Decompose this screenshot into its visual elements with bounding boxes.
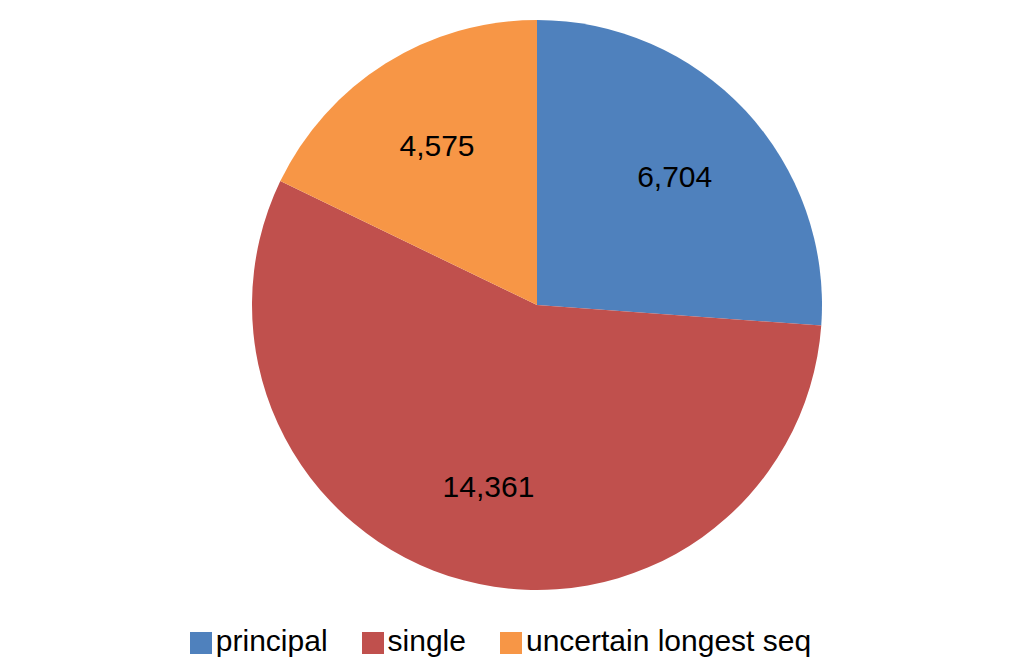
svg-text:4,575: 4,575 [399,129,474,162]
svg-text:14,361: 14,361 [443,470,535,503]
html-text:uncertain longest seq: uncertain longest seq [526,624,812,657]
html-text:principal: principal [215,624,328,657]
svg-text:6,704: 6,704 [637,160,712,193]
html-text:single: single [387,624,466,657]
